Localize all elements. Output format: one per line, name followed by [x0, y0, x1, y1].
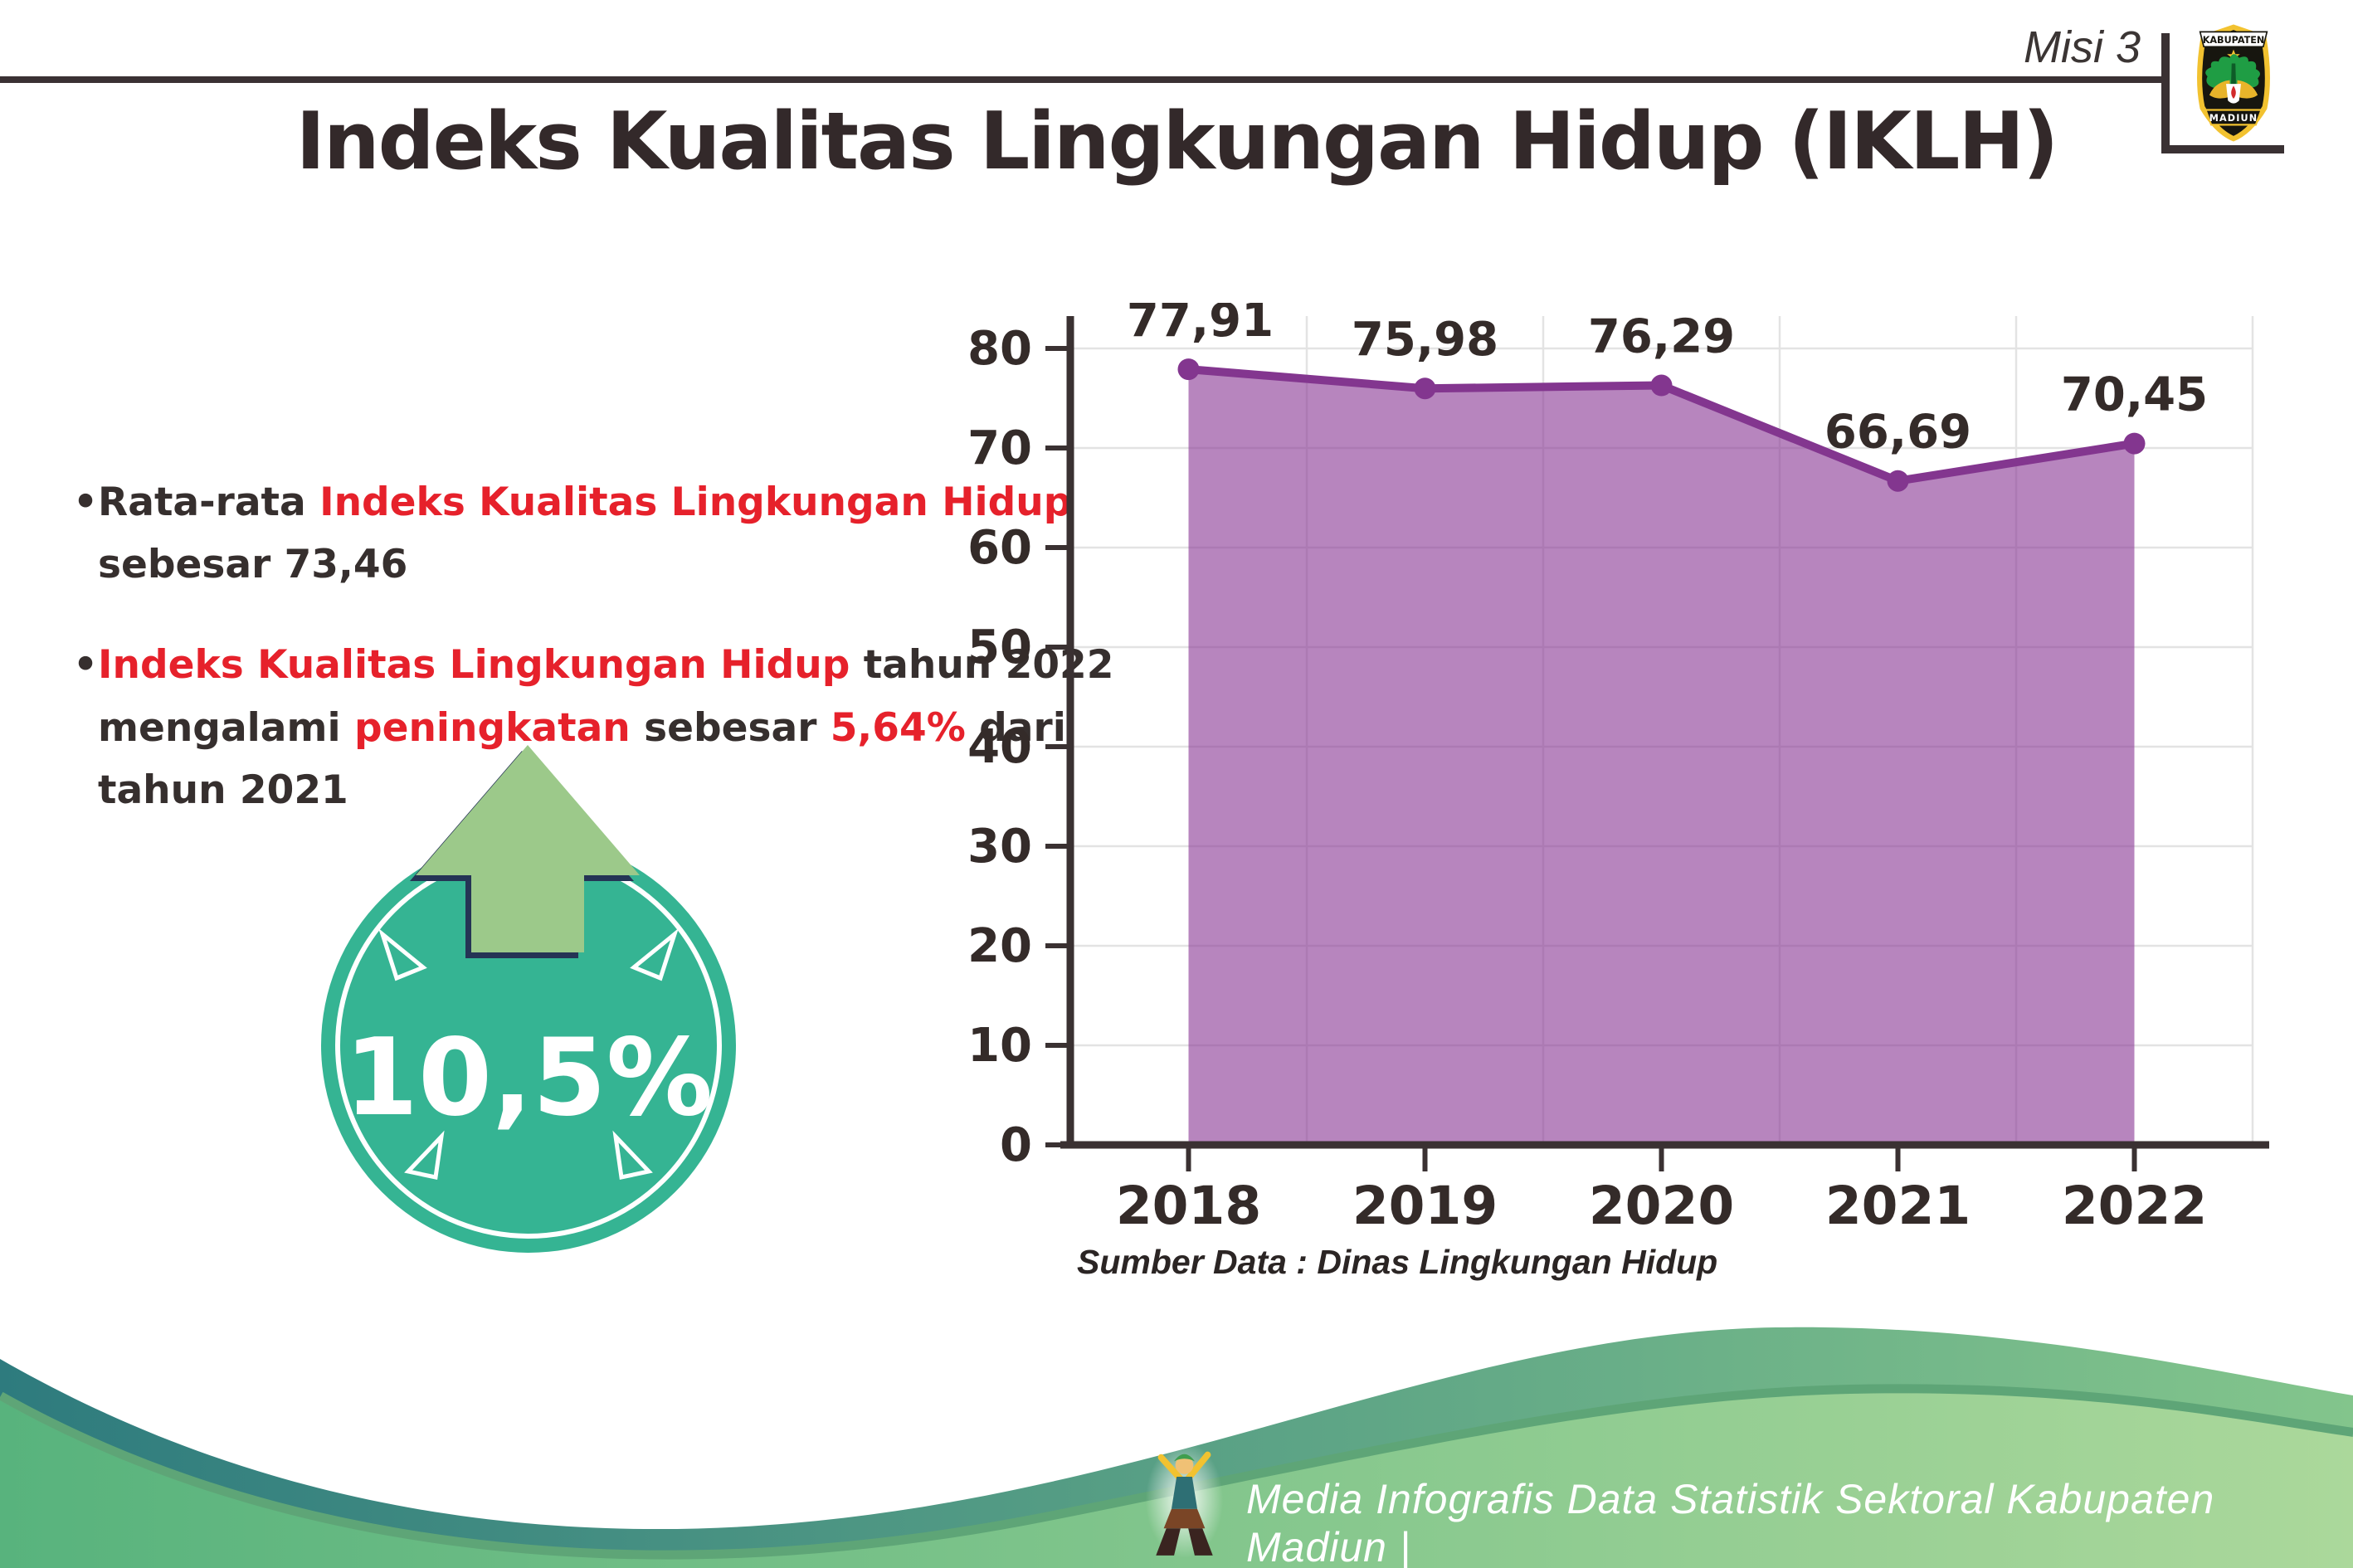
- bullet-line: sebesar 73,46: [73, 533, 961, 596]
- data-point: [1887, 470, 1909, 492]
- seal-inner-shield-flame: [2231, 85, 2236, 100]
- y-tick-label: 30: [967, 820, 1032, 874]
- footer-caption: Media Infografis Data Statistik Sektoral…: [1246, 1476, 2215, 1568]
- bullet-item: •Rata-rata Indeks Kualitas Lingkungan Hi…: [73, 471, 1071, 596]
- bullet-line: •Rata-rata Indeks Kualitas Lingkungan Hi…: [73, 471, 1071, 533]
- mascot-skirt: [1163, 1508, 1206, 1529]
- footer-wave-edge: [0, 1384, 2353, 1562]
- x-tick-label: 2020: [1589, 1176, 1734, 1236]
- text-run: Rata-rata: [98, 480, 320, 525]
- misi-label: Misi 3: [2023, 22, 2141, 72]
- seal-bottom-ribbon: [2204, 109, 2263, 126]
- up-arrow-icon: [416, 745, 640, 952]
- x-tick-label: 2019: [1352, 1176, 1498, 1236]
- data-point: [1177, 358, 1200, 381]
- text-run: 5,64%: [830, 704, 966, 751]
- footer-wave: [0, 1327, 2353, 1568]
- y-tick-label: 80: [967, 322, 1032, 376]
- text-run: mengalami: [98, 704, 354, 751]
- data-point: [1414, 377, 1436, 400]
- key-findings-list: •Rata-rata Indeks Kualitas Lingkungan Hi…: [73, 471, 1113, 859]
- mascot-torso: [1171, 1477, 1198, 1509]
- top-rule: [0, 76, 2167, 83]
- kabupaten-madiun-logo: KABUPATEN MADIUN: [2197, 24, 2270, 142]
- mascot-head: [1175, 1456, 1194, 1474]
- iklh-area-chart: 0 10 20 30 40 50 60 70 80 2018 2019 2020 2021 2022 77,…: [967, 303, 2269, 1236]
- text-run: peningkatan: [353, 704, 631, 751]
- seal-top-banner: [2199, 31, 2268, 48]
- data-label: 77,91: [1127, 303, 1274, 348]
- seal-top-banner-text: KABUPATEN: [2203, 35, 2265, 46]
- seal-right-wing: [2237, 80, 2258, 99]
- bullet-marker: •: [73, 480, 99, 525]
- increase-badge: 10,5%: [321, 745, 736, 1253]
- mascot-left-leg: [1156, 1528, 1181, 1556]
- badge-circle: [321, 838, 736, 1253]
- seal-left-wing: [2209, 80, 2230, 99]
- footer-wave-front: [0, 1393, 2353, 1568]
- y-tick-label: 40: [967, 720, 1032, 774]
- text-run: Indeks Kualitas Lingkungan Hidup: [98, 642, 850, 689]
- data-label: 70,45: [2061, 368, 2208, 422]
- logo-bracket-horizontal: [2161, 145, 2284, 153]
- logo-bracket-vertical: [2161, 33, 2170, 153]
- y-tick-label: 50: [967, 621, 1032, 674]
- badge-spark-top-right: [630, 928, 679, 981]
- text-run: sebesar: [630, 704, 831, 751]
- page-title: Indeks Kualitas Lingkungan Hidup (IKLH): [295, 96, 2059, 187]
- bullet-line: mengalami peningkatan sebesar 5,64% dari: [73, 697, 1066, 759]
- y-tick-label: 60: [967, 521, 1032, 575]
- badge-spark-bottom-right: [612, 1130, 653, 1181]
- data-point: [2123, 432, 2146, 455]
- bullet-item: •Indeks Kualitas Lingkungan Hidup tahun …: [73, 634, 1113, 821]
- x-tick-label: 2022: [2062, 1176, 2207, 1236]
- data-label: 66,69: [1824, 406, 1971, 460]
- y-tick-label: 0: [1000, 1118, 1032, 1172]
- text-run: Indeks Kualitas Lingkungan Hidup: [319, 480, 1072, 525]
- y-tick-label: 10: [967, 1019, 1032, 1073]
- badge-spark-bottom-left: [404, 1130, 445, 1181]
- mascot-right-leg: [1188, 1528, 1213, 1556]
- bullet-line: •Indeks Kualitas Lingkungan Hidup tahun …: [73, 634, 1113, 696]
- data-point: [1650, 374, 1673, 397]
- badge-spark-top-left: [378, 928, 427, 981]
- badge-percent-value: 10,5%: [344, 1016, 713, 1140]
- x-tick-label: 2021: [1825, 1176, 1971, 1236]
- text-run: tahun 2021: [98, 767, 348, 813]
- seal-bottom-ribbon-text: MADIUN: [2209, 113, 2258, 124]
- mascot-cap: [1174, 1454, 1195, 1462]
- data-label: 75,98: [1352, 313, 1498, 367]
- mascot-figure: [1145, 1442, 1224, 1558]
- x-tick-label: 2018: [1116, 1176, 1261, 1236]
- y-tick-label: 70: [967, 421, 1032, 475]
- area-fill: [1188, 369, 2135, 1145]
- bullet-line: tahun 2021: [73, 759, 961, 821]
- text-run: sebesar 73,46: [98, 542, 408, 588]
- data-label: 76,29: [1588, 310, 1735, 364]
- text-run: dari: [965, 704, 1066, 751]
- source-note: Sumber Data : Dinas Lingkungan Hidup: [1077, 1243, 1718, 1281]
- y-tick-label: 20: [967, 919, 1032, 973]
- bullet-marker: •: [73, 642, 99, 689]
